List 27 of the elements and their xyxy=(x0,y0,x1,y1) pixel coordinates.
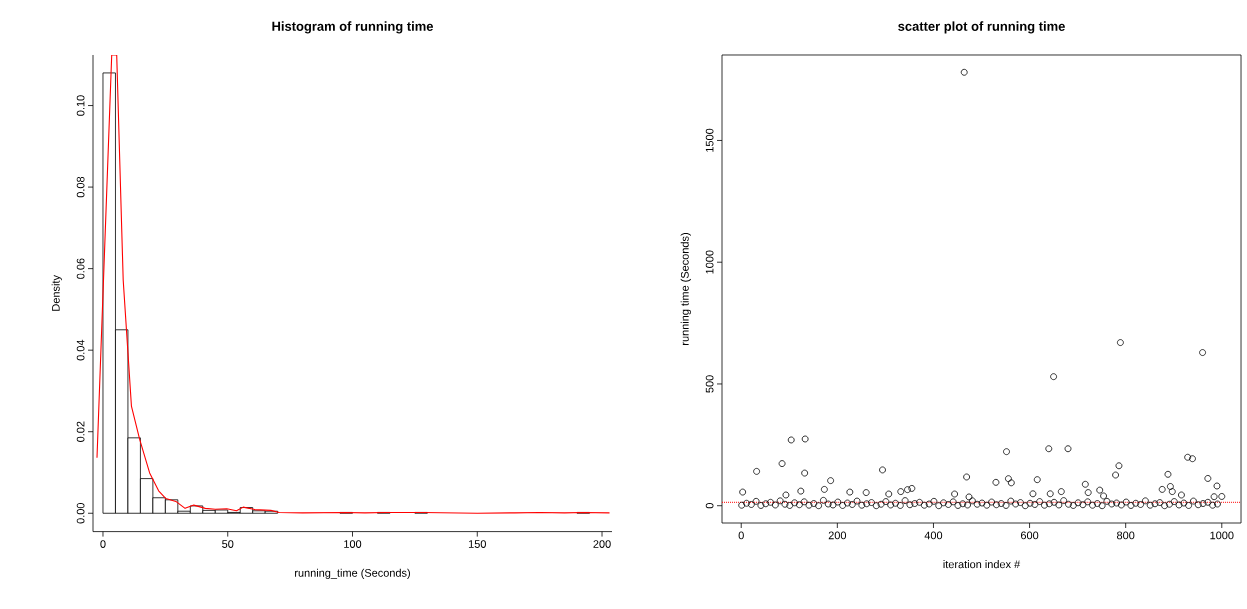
x-tick-label: 1000 xyxy=(1210,531,1234,540)
y-tick-label: 1000 xyxy=(705,250,714,274)
x-axis-title: iteration index # xyxy=(943,560,1021,569)
y-tick-label: 0.08 xyxy=(76,176,85,198)
x-tick-label: 800 xyxy=(1117,531,1135,540)
y-axis-title: running time (Seconds) xyxy=(680,233,691,345)
y-tick-label: 0.00 xyxy=(76,503,85,524)
x-tick-label: 200 xyxy=(593,540,611,548)
chart-title: scatter plot of running time xyxy=(898,21,1065,34)
y-tick-label: 0.10 xyxy=(76,95,85,116)
x-tick-label: 50 xyxy=(222,540,234,548)
x-tick-label: 0 xyxy=(738,531,744,540)
y-tick-label: 0.06 xyxy=(76,258,85,279)
y-tick-label: 1500 xyxy=(705,128,714,152)
x-tick-label: 100 xyxy=(344,540,362,548)
y-axis-title: Density xyxy=(51,275,62,311)
y-tick-label: 0 xyxy=(705,503,714,509)
chart-title: Histogram of running time xyxy=(272,21,434,34)
x-tick-label: 400 xyxy=(924,531,943,540)
y-tick-label: 500 xyxy=(705,375,714,393)
x-tick-label: 150 xyxy=(468,540,486,548)
y-tick-label: 0.02 xyxy=(76,421,85,442)
x-tick-label: 200 xyxy=(828,531,847,540)
y-tick-label: 0.04 xyxy=(76,339,85,361)
x-axis-title: running_time (Seconds) xyxy=(295,568,410,579)
x-tick-label: 600 xyxy=(1020,531,1039,540)
x-tick-label: 0 xyxy=(100,540,106,548)
